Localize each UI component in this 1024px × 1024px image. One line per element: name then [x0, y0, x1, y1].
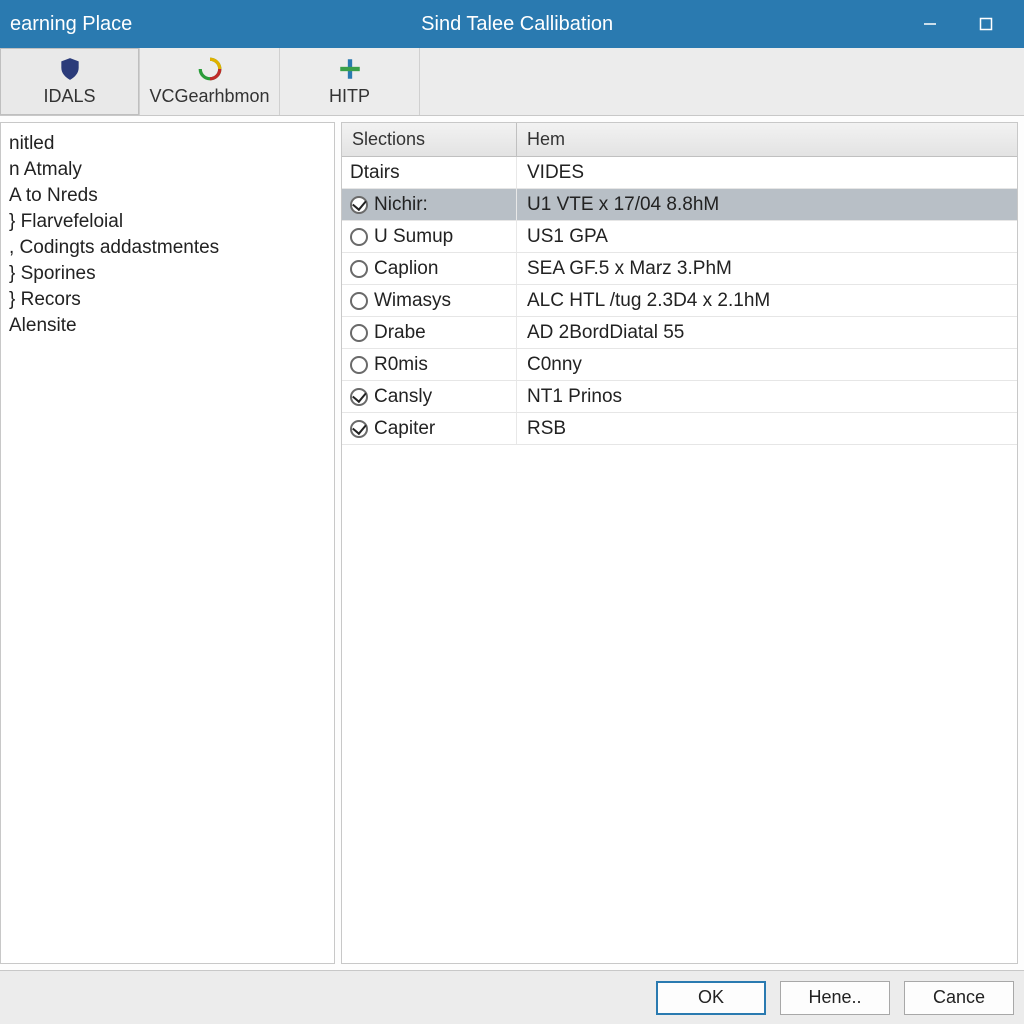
table-row[interactable]: Dtairs VIDES: [342, 157, 1017, 189]
sidebar-item[interactable]: Alensite: [7, 313, 328, 339]
toolbar: IDALS VCGearhbmon HITP: [0, 48, 1024, 116]
ok-button[interactable]: OK: [656, 981, 766, 1015]
tab-label: IDALS: [43, 86, 95, 107]
minimize-button[interactable]: [902, 0, 958, 48]
plus-icon: [337, 56, 363, 82]
row-label: Drabe: [374, 322, 426, 344]
row-value: C0nny: [517, 354, 1017, 376]
table-row[interactable]: Capiter RSB: [342, 413, 1017, 445]
maximize-button[interactable]: [958, 0, 1014, 48]
sidebar-item[interactable]: , Codingts addastmentes: [7, 235, 328, 261]
row-value: NT1 Prinos: [517, 386, 1017, 408]
sidebar-item[interactable]: } Flarvefeloial: [7, 209, 328, 235]
row-value: VIDES: [517, 162, 1017, 184]
radio-icon[interactable]: [350, 388, 368, 406]
window-title: Sind Talee Callibation: [132, 13, 902, 36]
radio-icon[interactable]: [350, 196, 368, 214]
row-label: Nichir:: [374, 194, 428, 216]
row-label: Caplion: [374, 258, 438, 280]
shield-icon: [57, 56, 83, 82]
sidebar-item[interactable]: A to Nreds: [7, 183, 328, 209]
row-label: Capiter: [374, 418, 435, 440]
row-label: R0mis: [374, 354, 428, 376]
row-value: SEA GF.5 x Marz 3.PhM: [517, 258, 1017, 280]
grid-body: Dtairs VIDES Nichir: U1 VTE x 17/04 8.8hM U …: [342, 157, 1017, 963]
titlebar: earning Place Sind Talee Callibation: [0, 0, 1024, 48]
sidebar-item[interactable]: } Sporines: [7, 261, 328, 287]
dialog-footer: OK Hene.. Cance: [0, 970, 1024, 1024]
sidebar-item[interactable]: } Recors: [7, 287, 328, 313]
tab-http[interactable]: HITP: [280, 48, 420, 115]
row-label: U Sumup: [374, 226, 453, 248]
radio-icon[interactable]: [350, 324, 368, 342]
recycle-icon: [197, 56, 223, 82]
cancel-button[interactable]: Cance: [904, 981, 1014, 1015]
row-value: US1 GPA: [517, 226, 1017, 248]
table-row[interactable]: U Sumup US1 GPA: [342, 221, 1017, 253]
table-row[interactable]: Drabe AD 2BordDiatal 55: [342, 317, 1017, 349]
row-label: Cansly: [374, 386, 432, 408]
radio-icon[interactable]: [350, 228, 368, 246]
tab-label: VCGearhbmon: [149, 86, 269, 107]
tab-vcgearhbmon[interactable]: VCGearhbmon: [140, 48, 280, 115]
table-row[interactable]: R0mis C0nny: [342, 349, 1017, 381]
tab-idals[interactable]: IDALS: [0, 48, 140, 115]
table-row[interactable]: Nichir: U1 VTE x 17/04 8.8hM: [342, 189, 1017, 221]
row-label: Wimasys: [374, 290, 451, 312]
row-value: RSB: [517, 418, 1017, 440]
grid-header: Slections Hem: [342, 123, 1017, 157]
main-panel: Slections Hem Dtairs VIDES Nichir: U1 VTE x…: [341, 122, 1018, 964]
radio-icon[interactable]: [350, 260, 368, 278]
table-row[interactable]: Wimasys ALC HTL /tug 2.3D4 x 2.1hM: [342, 285, 1017, 317]
radio-icon[interactable]: [350, 420, 368, 438]
row-value: ALC HTL /tug 2.3D4 x 2.1hM: [517, 290, 1017, 312]
row-value: AD 2BordDiatal 55: [517, 322, 1017, 344]
table-row[interactable]: Caplion SEA GF.5 x Marz 3.PhM: [342, 253, 1017, 285]
column-header-selections[interactable]: Slections: [342, 123, 517, 156]
radio-icon[interactable]: [350, 292, 368, 310]
table-row[interactable]: Cansly NT1 Prinos: [342, 381, 1017, 413]
row-label: Dtairs: [350, 162, 400, 184]
sidebar-item[interactable]: nitled: [7, 131, 328, 157]
content-area: nitledn AtmalyA to Nreds} Flarvefeloial,…: [0, 116, 1024, 970]
window-controls: [902, 0, 1014, 48]
column-header-hem[interactable]: Hem: [517, 129, 1017, 150]
row-value: U1 VTE x 17/04 8.8hM: [517, 194, 1017, 216]
titlebar-left: earning Place: [10, 13, 132, 36]
sidebar: nitledn AtmalyA to Nreds} Flarvefeloial,…: [0, 122, 335, 964]
tab-label: HITP: [329, 86, 370, 107]
hene-button[interactable]: Hene..: [780, 981, 890, 1015]
sidebar-item[interactable]: n Atmaly: [7, 157, 328, 183]
radio-icon[interactable]: [350, 356, 368, 374]
